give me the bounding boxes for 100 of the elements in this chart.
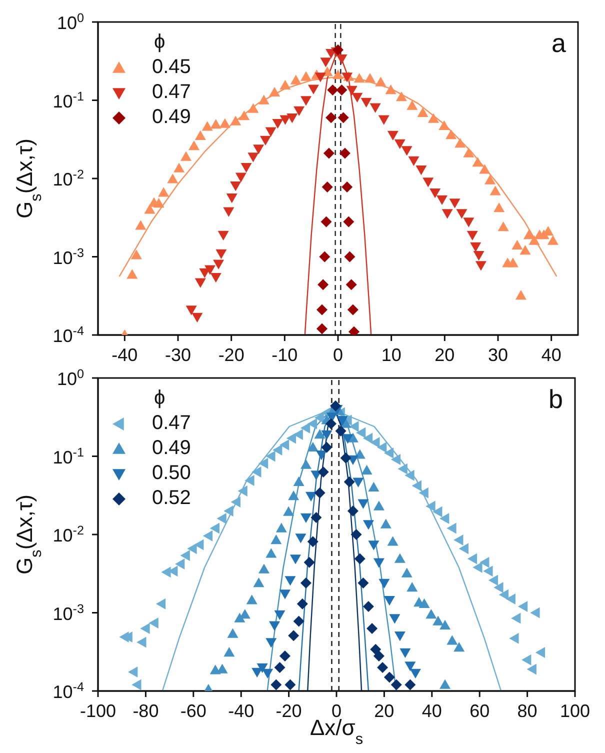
point <box>346 86 358 96</box>
point <box>158 187 170 197</box>
point <box>321 442 332 453</box>
legend-label: 0.47 <box>152 411 191 436</box>
x-tick-label: 100 <box>560 701 590 721</box>
annotation: a <box>552 28 566 59</box>
point <box>300 578 312 588</box>
point <box>406 100 418 110</box>
point <box>494 202 505 212</box>
point <box>290 554 301 564</box>
point <box>332 70 344 80</box>
point <box>319 251 330 262</box>
point <box>416 165 427 176</box>
point <box>223 207 234 217</box>
point <box>473 250 484 261</box>
point <box>270 679 282 690</box>
point <box>366 622 378 634</box>
point <box>339 148 350 159</box>
point <box>194 278 206 288</box>
y-tick-label: 10$^{-4}$ <box>52 324 84 346</box>
point <box>224 647 235 657</box>
point <box>294 106 305 116</box>
point <box>507 258 518 268</box>
point <box>394 553 406 563</box>
point <box>316 450 327 460</box>
y-tick-label: 10$^{-4}$ <box>52 680 84 702</box>
point <box>438 120 450 130</box>
point <box>463 148 474 158</box>
point <box>358 499 369 509</box>
point <box>288 490 300 500</box>
point <box>307 442 318 452</box>
point <box>364 72 376 83</box>
point <box>210 118 222 129</box>
point <box>400 648 411 658</box>
point <box>266 638 277 648</box>
point <box>479 164 490 174</box>
point <box>230 182 242 192</box>
point <box>373 650 384 662</box>
point <box>422 178 434 188</box>
point <box>300 71 312 81</box>
point <box>454 138 466 148</box>
point <box>300 459 312 469</box>
point <box>515 290 526 300</box>
point <box>347 304 358 316</box>
point <box>432 616 444 626</box>
y-tick-label: 10$^{0}$ <box>56 367 84 389</box>
point <box>390 679 402 690</box>
point <box>373 558 384 568</box>
x-tick-label: 80 <box>517 701 538 721</box>
point <box>240 162 252 173</box>
point <box>174 162 185 172</box>
point <box>284 576 296 586</box>
point <box>265 127 276 137</box>
point <box>314 428 326 439</box>
point <box>336 416 348 426</box>
point <box>344 476 355 488</box>
point <box>520 245 531 255</box>
point <box>316 304 328 316</box>
x-tick-label: -10 <box>272 345 298 365</box>
legend-title: ϕ <box>153 30 166 55</box>
point <box>266 548 277 558</box>
point <box>378 578 390 588</box>
point <box>256 663 268 673</box>
y-tick-label: 10$^{-1}$ <box>52 445 84 468</box>
point <box>330 400 342 412</box>
point <box>204 265 216 275</box>
point <box>310 512 322 523</box>
point <box>230 116 242 126</box>
point <box>280 80 291 90</box>
point <box>327 84 338 96</box>
point <box>290 74 302 84</box>
point <box>238 110 250 120</box>
point <box>523 229 534 240</box>
point <box>436 195 448 205</box>
point <box>446 129 457 140</box>
point <box>394 632 406 642</box>
point <box>463 218 474 228</box>
point <box>370 644 382 655</box>
point <box>428 113 439 123</box>
x-tick-label: 40 <box>541 345 562 365</box>
point <box>368 540 380 550</box>
point <box>352 92 363 103</box>
point <box>394 139 406 150</box>
legend-label: 0.49 <box>152 105 191 130</box>
point <box>387 130 398 140</box>
y-tick-label: 10$^{-3}$ <box>52 246 84 268</box>
point <box>418 598 430 608</box>
point <box>362 520 374 530</box>
point <box>377 662 388 673</box>
point <box>470 242 482 252</box>
point <box>342 434 354 444</box>
point <box>210 272 222 283</box>
legend-title: ϕ <box>153 386 166 411</box>
point <box>246 594 258 604</box>
point <box>304 556 315 568</box>
y-tick-label: 10$^{-1}$ <box>52 89 84 112</box>
point <box>188 140 200 150</box>
point <box>430 188 441 198</box>
point <box>340 452 352 464</box>
legend-label: 0.45 <box>152 55 191 80</box>
